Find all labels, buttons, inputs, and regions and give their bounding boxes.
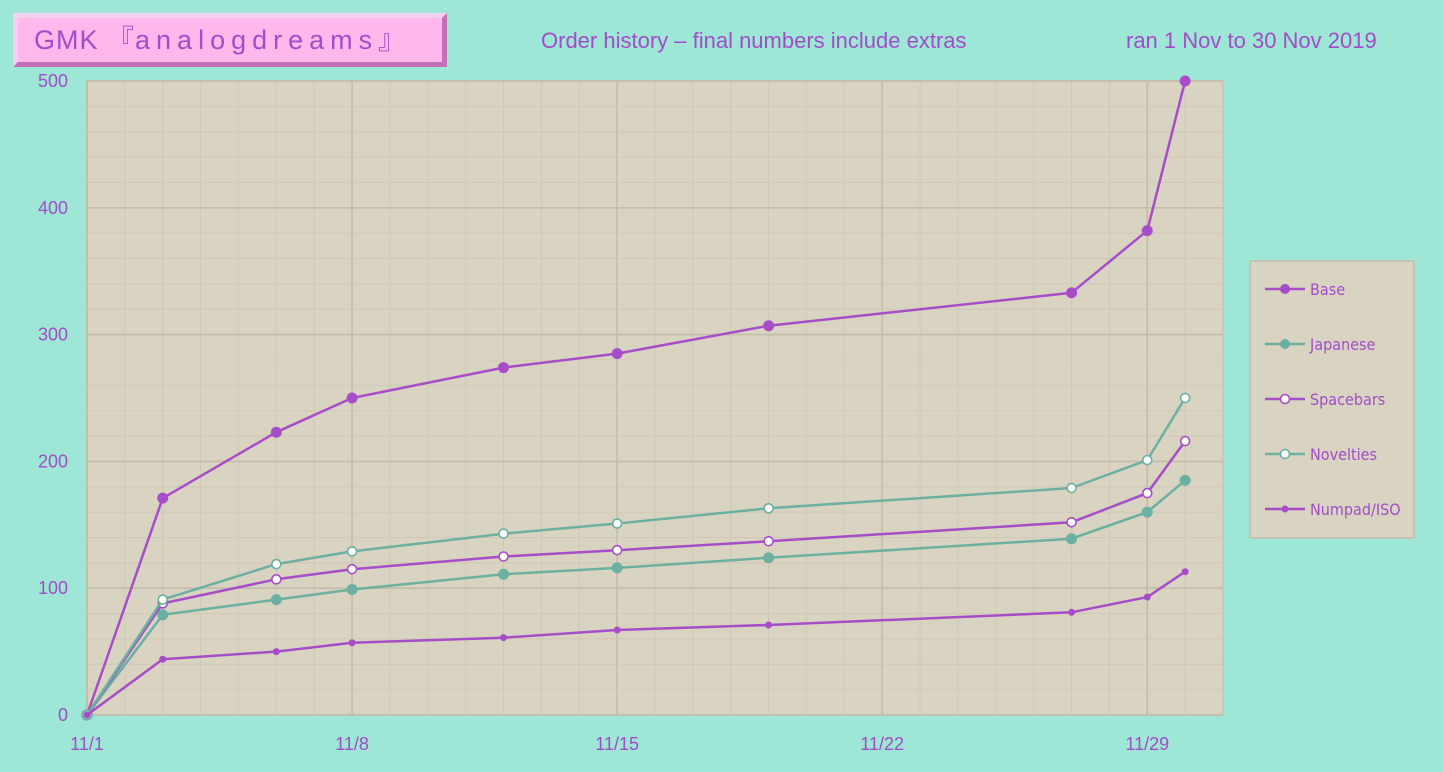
data-point — [500, 634, 508, 642]
data-point — [498, 362, 510, 374]
data-point — [346, 563, 358, 575]
data-point — [1141, 454, 1153, 466]
data-point — [498, 551, 509, 562]
legend-label: Novelties — [1310, 445, 1377, 464]
data-point — [157, 609, 169, 621]
legend-marker — [1280, 284, 1290, 294]
legend-label: Base — [1310, 280, 1345, 299]
data-point — [1179, 392, 1191, 404]
data-point — [763, 320, 775, 332]
data-point — [611, 348, 623, 360]
y-tick-label: 500 — [38, 71, 68, 91]
chart-subtitle: Order history – final numbers include ex… — [541, 28, 967, 53]
x-tick-label: 11/1 — [70, 734, 104, 754]
legend-item-base: Base — [1265, 280, 1345, 299]
legend-item-novelties: Novelties — [1265, 445, 1377, 464]
data-point — [1179, 474, 1191, 486]
legend-marker — [1280, 339, 1290, 349]
y-tick-label: 0 — [58, 705, 68, 725]
data-point — [346, 546, 358, 557]
legend-item-japanese: Japanese — [1265, 335, 1376, 354]
data-point — [763, 552, 775, 564]
logo-banner: GMK 『analogdreams』 — [13, 13, 447, 67]
data-point — [1068, 608, 1076, 616]
logo-prefix: GMK 『 — [34, 25, 136, 55]
legend-label: Spacebars — [1310, 390, 1385, 409]
series-line-spacebars — [85, 440, 1187, 716]
legend — [1249, 260, 1415, 539]
data-point — [271, 558, 282, 570]
y-tick-label: 100 — [38, 578, 68, 598]
data-point — [1143, 593, 1151, 601]
data-point — [271, 574, 282, 585]
data-point — [763, 503, 774, 514]
x-tick-label: 11/15 — [595, 734, 639, 754]
legend-item-spacebars: Spacebars — [1265, 390, 1385, 409]
data-point — [611, 518, 623, 529]
y-axis: 0 100 200 300 400 500 — [38, 71, 68, 725]
data-point — [346, 392, 358, 404]
logo-name: analogdreams — [135, 25, 379, 55]
data-point — [611, 544, 623, 556]
data-point — [272, 648, 280, 656]
x-tick-label: 11/8 — [335, 734, 369, 754]
date-range: ran 1 Nov to 30 Nov 2019 — [1126, 28, 1377, 53]
data-point — [348, 639, 356, 647]
data-point — [270, 594, 282, 606]
legend-marker — [1279, 448, 1291, 460]
data-point — [611, 562, 623, 574]
x-tick-label: 11/29 — [1125, 734, 1169, 754]
logo-suffix: 』 — [378, 25, 407, 55]
y-tick-label: 300 — [38, 325, 68, 345]
y-tick-label: 400 — [38, 198, 68, 218]
legend-label: Japanese — [1309, 335, 1376, 354]
data-point — [765, 621, 773, 629]
data-point — [763, 535, 774, 547]
series-line-base — [85, 80, 1187, 716]
legend-item-numpad-iso: Numpad/ISO — [1265, 500, 1401, 519]
data-point — [346, 583, 358, 595]
legend-marker — [1279, 393, 1291, 405]
legend-marker — [1281, 505, 1289, 513]
data-point — [1066, 482, 1077, 494]
data-point — [498, 568, 510, 580]
data-point — [1181, 568, 1189, 576]
data-point — [1066, 287, 1078, 299]
data-point — [83, 711, 91, 719]
y-tick-label: 200 — [38, 451, 68, 471]
data-point — [1141, 506, 1153, 518]
data-point — [1179, 435, 1191, 447]
data-point — [1066, 533, 1078, 545]
data-point — [157, 492, 169, 504]
series-line-numpad-iso — [86, 570, 1186, 717]
series-line-japanese — [86, 479, 1186, 716]
series-layer — [81, 75, 1191, 721]
data-point — [1066, 516, 1077, 528]
data-point — [270, 426, 282, 438]
data-point — [498, 528, 509, 539]
data-point — [1179, 75, 1191, 87]
series-numpad-iso — [83, 568, 1189, 719]
data-point — [159, 655, 167, 663]
legend-items: Base Japanese Spacebars Novelties Numpad/ISO — [1265, 280, 1401, 519]
series-line-novelties — [85, 397, 1187, 716]
data-point — [157, 594, 169, 605]
series-japanese — [81, 474, 1191, 721]
x-tick-label: 11/22 — [860, 734, 904, 754]
data-point — [1141, 225, 1153, 237]
data-point — [613, 626, 621, 634]
legend-label: Numpad/ISO — [1310, 500, 1401, 519]
x-axis: 11/1 11/8 11/15 11/22 11/29 — [70, 734, 1169, 754]
data-point — [1141, 487, 1153, 499]
